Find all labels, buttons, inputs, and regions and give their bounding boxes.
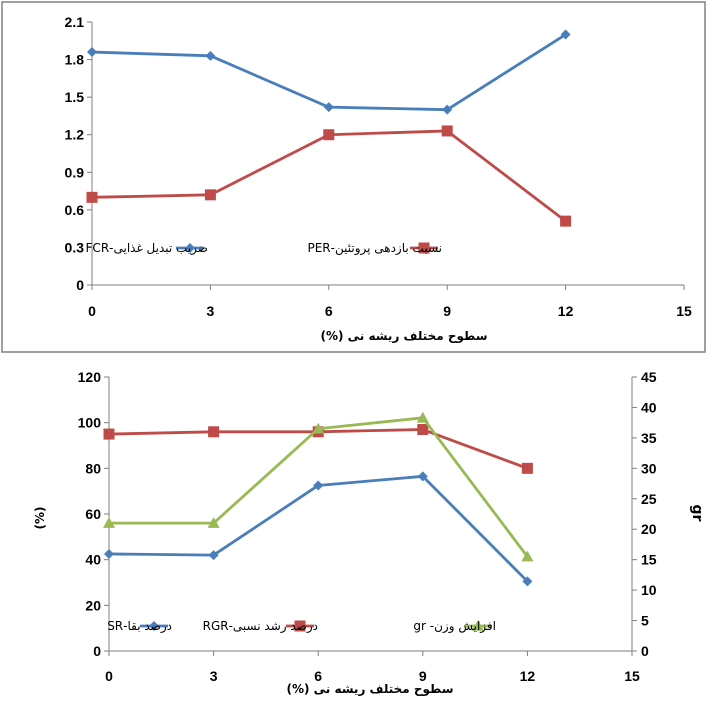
legend-2-label: نسبت بازدهی پروتئین-PER	[307, 241, 442, 256]
series-3-point	[207, 517, 220, 528]
series-2-point	[86, 191, 98, 203]
chart-2-y-axis-title: (%)	[33, 507, 47, 530]
legend-2-swatch-marker	[294, 620, 306, 632]
series-3-point	[103, 517, 115, 528]
y2-tick-label: 0	[641, 643, 649, 659]
x-tick-label: 15	[676, 303, 692, 319]
x-tick-label: 15	[624, 668, 640, 684]
y2-tick-label: 40	[641, 399, 657, 415]
series-2-point	[323, 129, 335, 141]
y-tick-label: 1.8	[65, 52, 85, 68]
legend-2-label: درصد رشد نسبی-RGR	[203, 619, 318, 634]
y-tick-label: 40	[85, 552, 101, 568]
chart-2-x-axis-title: سطوح مختلف ریشه نی (%)	[286, 682, 453, 697]
y-tick-label: 20	[85, 597, 101, 613]
chart-1-x-axis: 0 3 6 9 12 15	[88, 284, 692, 319]
legend-1-label: ضریب تبدیل غذایی-FCR	[86, 241, 208, 256]
series-1-point	[208, 550, 219, 561]
chart-1-x-axis-title: سطوح مختلف ریشه نی (%)	[320, 329, 487, 344]
x-tick-label: 9	[419, 668, 427, 684]
series-2-point	[441, 125, 453, 137]
y-tick-label: 0.6	[65, 202, 85, 218]
y-tick-label: 60	[85, 506, 101, 522]
y-tick-label: 2.1	[65, 14, 85, 30]
y2-tick-label: 25	[641, 491, 657, 507]
chart-2-legend: درصد بقا-SR درصد رشد نسبی-RGR افزایش وزن- …	[107, 619, 496, 634]
y-tick-label: 80	[85, 460, 101, 476]
y2-tick-label: 15	[641, 552, 657, 568]
y2-tick-label: 5	[641, 613, 649, 629]
legend-3-swatch-marker	[472, 620, 484, 631]
chart-2-y2-axis-title: gr	[689, 505, 705, 522]
series-2-point	[417, 424, 429, 436]
series-3-point	[312, 422, 325, 434]
series-2-point	[204, 189, 216, 201]
series-1-point	[417, 471, 428, 482]
y2-tick-label: 35	[641, 430, 657, 446]
legend-1-label: درصد بقا-SR	[107, 619, 172, 634]
chart-2-plot	[103, 411, 534, 587]
x-tick-label: 3	[207, 303, 215, 319]
series-2-point	[521, 462, 533, 474]
chart-1-plot	[86, 29, 572, 227]
legend-1-swatch-marker	[149, 621, 159, 631]
series-1-point	[313, 480, 324, 491]
y-tick-label: 0.9	[65, 164, 85, 180]
chart-fcr-per: 0 0.3 0.6 0.9 1.2 1.5 1.8 2.1 0 3 6 9 12 15 ضریب تبد…	[1, 1, 706, 353]
chart-2-x-axis: 0 3 6 9 12 15	[105, 650, 640, 684]
y2-tick-label: 30	[641, 460, 657, 476]
series-1-point	[442, 104, 453, 115]
y-tick-label: 0	[76, 277, 84, 293]
x-tick-label: 9	[443, 303, 451, 319]
series-1-point	[323, 102, 334, 113]
x-tick-label: 12	[520, 668, 536, 684]
series-1-point	[560, 29, 571, 40]
series-3-point	[521, 550, 534, 562]
y-tick-label: 100	[78, 415, 102, 431]
legend-2-swatch-marker	[418, 242, 430, 254]
x-tick-label: 6	[325, 303, 333, 319]
y-tick-label: 1.5	[65, 89, 85, 105]
series-1-point	[87, 47, 97, 58]
x-tick-label: 12	[558, 303, 574, 319]
series-1-point	[522, 576, 533, 587]
x-tick-label: 0	[105, 668, 113, 684]
y2-tick-label: 45	[641, 369, 657, 385]
series-2-point	[560, 215, 572, 227]
series-3-point	[416, 411, 429, 423]
chart-2-y2-axis: 0 5 10 15 20 25 30 35 40 45	[631, 369, 657, 659]
series-1-point	[104, 548, 114, 559]
legend-3-label: افزایش وزن- gr	[413, 619, 496, 634]
series-2-point	[208, 426, 220, 438]
y2-tick-label: 10	[641, 582, 657, 598]
y-tick-label: 0.3	[65, 239, 85, 255]
series-2-point	[103, 428, 115, 440]
series-1-line	[108, 474, 529, 583]
series-1-point	[205, 50, 216, 61]
y-tick-label: 1.2	[65, 127, 85, 143]
legend-1-swatch-marker	[185, 243, 195, 253]
y-tick-label: 0	[93, 643, 101, 659]
y2-tick-label: 20	[641, 521, 657, 537]
chart-1-legend: ضریب تبدیل غذایی-FCR نسبت بازدهی پروتئین-…	[86, 241, 442, 256]
chart-2-y-axis: 0 20 40 60 80 100 120	[78, 369, 110, 659]
y-tick-label: 120	[78, 369, 102, 385]
chart-sr-rgr-gr: 0 20 40 60 80 100 120 0 5 10 15 20 25 30 35 40 45 0 3 6 9 1…	[33, 369, 705, 697]
x-tick-label: 3	[210, 668, 218, 684]
chart-1-frame	[1, 1, 706, 353]
x-tick-label: 6	[314, 668, 322, 684]
chart-1-y-axis: 0 0.3 0.6 0.9 1.2 1.5 1.8 2.1	[65, 14, 93, 293]
x-tick-label: 0	[88, 303, 96, 319]
